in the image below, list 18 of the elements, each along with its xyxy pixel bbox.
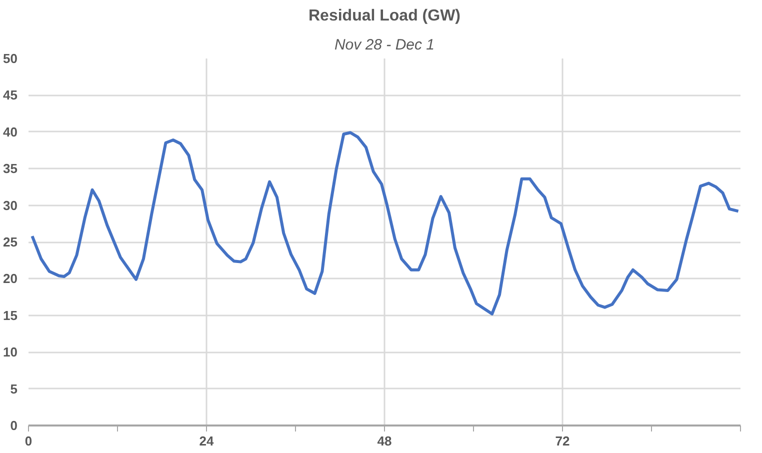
x-tick-label: 72 xyxy=(555,434,570,448)
y-tick-label: 10 xyxy=(3,344,18,360)
y-tick-label: 0 xyxy=(10,418,18,433)
y-tick-label: 5 xyxy=(10,381,18,396)
y-tick-label: 45 xyxy=(3,88,18,103)
y-tick-label: 20 xyxy=(3,271,18,286)
y-tick-label: 15 xyxy=(3,308,18,323)
y-tick-label: 30 xyxy=(3,198,18,213)
chart-title: Residual Load (GW) xyxy=(308,8,460,24)
line-series xyxy=(30,131,740,316)
y-tick-label: 25 xyxy=(3,234,18,250)
y-tick-label: 40 xyxy=(3,124,18,140)
x-tick-label: 48 xyxy=(377,434,392,448)
y-tick-label: 35 xyxy=(3,161,18,176)
x-tick-label: 24 xyxy=(199,434,214,448)
x-tick-label: 0 xyxy=(24,434,32,448)
chart-subtitle: Nov 28 - Dec 1 xyxy=(334,36,435,54)
y-tick-label: 50 xyxy=(3,51,18,66)
